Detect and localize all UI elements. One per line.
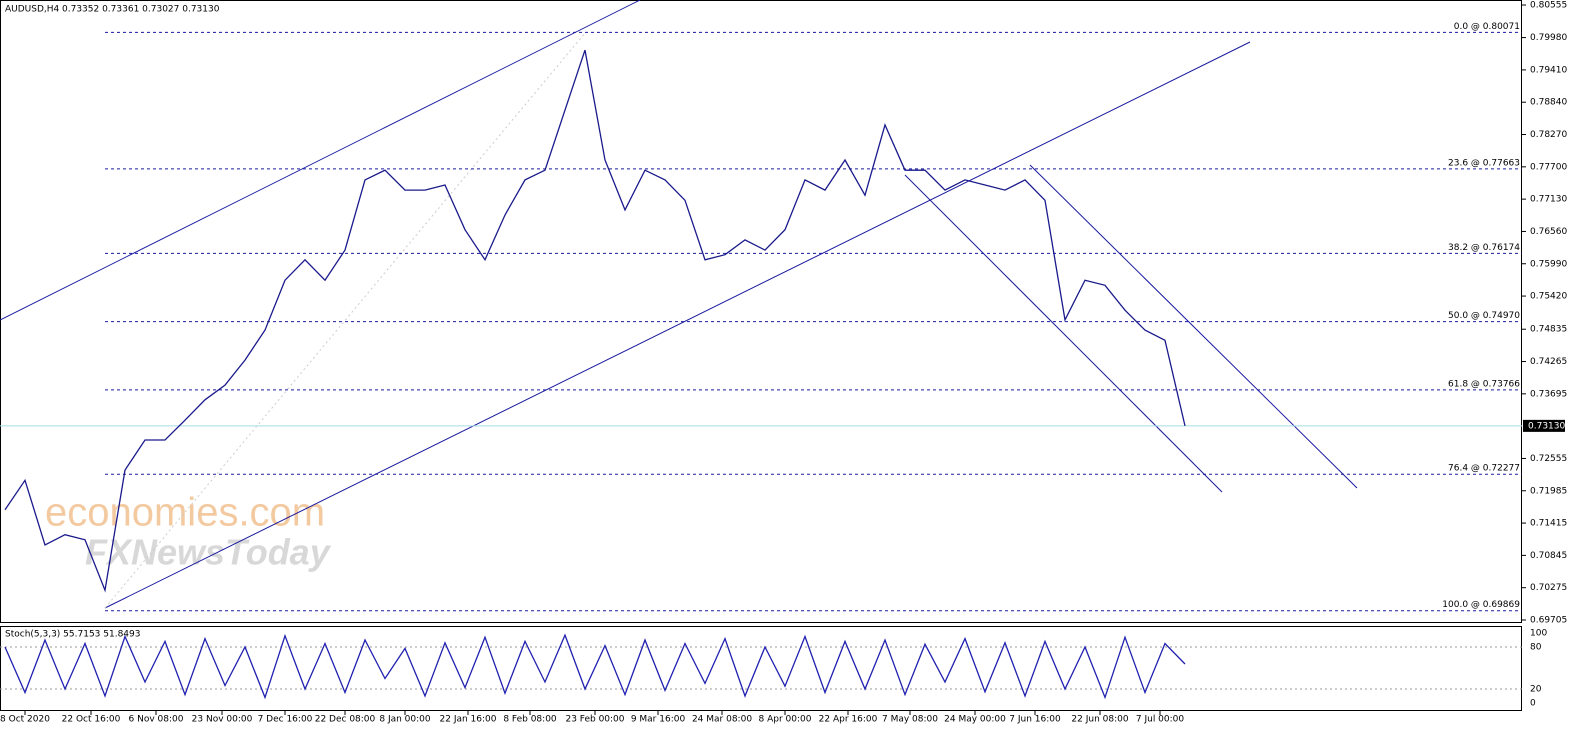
y-tick-label: 0.71985 <box>1530 486 1567 496</box>
x-tick-label: 8 Jan 00:00 <box>379 715 431 725</box>
quote: 0.73352 0.73361 0.73027 0.73130 <box>62 5 220 15</box>
stoch-tick-label: 100 <box>1530 629 1547 639</box>
y-tick-label: 0.74835 <box>1530 325 1567 335</box>
stoch-tick-label: 0 <box>1530 699 1536 709</box>
stoch-frame <box>0 626 1522 711</box>
x-tick-label: 7 Jul 00:00 <box>1136 715 1185 725</box>
stoch-title: Stoch(5,3,3) 55.7153 51.8493 <box>5 630 140 640</box>
y-tick-label: 0.74265 <box>1530 357 1567 367</box>
x-tick-label: 22 Apr 16:00 <box>819 715 878 725</box>
main-frame <box>0 0 1522 623</box>
y-tick-label: 0.76560 <box>1530 227 1567 237</box>
x-tick-label: 8 Apr 00:00 <box>759 715 812 725</box>
x-tick-label: 22 Jan 16:00 <box>440 715 497 725</box>
x-tick-label: 22 Oct 16:00 <box>62 715 121 725</box>
stoch-tick-label: 80 <box>1530 643 1542 653</box>
x-tick-label: 24 May 00:00 <box>944 715 1006 725</box>
y-tick-label: 0.72555 <box>1530 454 1567 464</box>
watermark-brand: economies.com <box>45 491 325 535</box>
x-tick-label: 6 Nov 08:00 <box>129 715 184 725</box>
fib-label: 50.0 @ 0.74970 <box>1448 311 1520 321</box>
y-tick-label: 0.78840 <box>1530 98 1567 108</box>
fib-label: 38.2 @ 0.76174 <box>1448 243 1520 253</box>
x-tick-label: 8 Feb 08:00 <box>503 715 557 725</box>
price-line <box>4 49 1186 593</box>
x-tick-label: 22 Dec 08:00 <box>315 715 376 725</box>
stoch-tick-label: 20 <box>1530 685 1542 695</box>
y-tick-label: 0.69705 <box>1530 616 1567 626</box>
y-tick-label: 0.77130 <box>1530 195 1567 205</box>
y-tick-label: 0.75990 <box>1530 259 1567 269</box>
trend-line <box>1029 164 1358 489</box>
y-tick-label: 0.73695 <box>1530 389 1567 399</box>
y-tick-label: 0.79980 <box>1530 33 1567 43</box>
watermark-sub: FXNewsToday <box>85 532 332 573</box>
y-tick-label: 0.79410 <box>1530 65 1567 75</box>
x-tick-label: 22 Jun 08:00 <box>1071 715 1128 725</box>
x-tick-label: 7 Jun 16:00 <box>1009 715 1061 725</box>
x-tick-label: 23 Nov 00:00 <box>192 715 253 725</box>
trend-line <box>904 174 1223 493</box>
y-tick-label: 0.77700 <box>1530 162 1567 172</box>
x-tick-label: 8 Oct 2020 <box>0 715 50 725</box>
fib-label: 76.4 @ 0.72277 <box>1448 464 1520 474</box>
fib-label: 100.0 @ 0.69869 <box>1442 600 1520 610</box>
x-tick-label: 24 Mar 08:00 <box>692 715 752 725</box>
x-tick-label: 7 Dec 16:00 <box>258 715 313 725</box>
fib-label: 61.8 @ 0.73766 <box>1448 379 1520 389</box>
y-tick-label: 0.70845 <box>1530 551 1567 561</box>
y-tick-label: 0.80555 <box>1530 1 1567 11</box>
fib-label: 0.0 @ 0.80071 <box>1454 22 1520 32</box>
x-tick-label: 7 May 08:00 <box>882 715 938 725</box>
fib-label: 23.6 @ 0.77663 <box>1448 158 1520 168</box>
y-tick-label: 0.78270 <box>1530 130 1567 140</box>
y-tick-label: 0.75420 <box>1530 292 1567 302</box>
symbol: AUDUSD,H4 <box>5 5 60 15</box>
y-tick-label: 0.70275 <box>1530 583 1567 593</box>
x-tick-label: 23 Feb 00:00 <box>565 715 624 725</box>
trend-line <box>104 41 1251 609</box>
x-tick-label: 9 Mar 16:00 <box>631 715 686 725</box>
price-line <box>4 633 1186 700</box>
current-price-box <box>1523 419 1565 432</box>
y-tick-label: 0.71415 <box>1530 519 1567 529</box>
trend-line <box>0 0 641 321</box>
current-price-label: 0.73130 <box>1528 421 1565 431</box>
